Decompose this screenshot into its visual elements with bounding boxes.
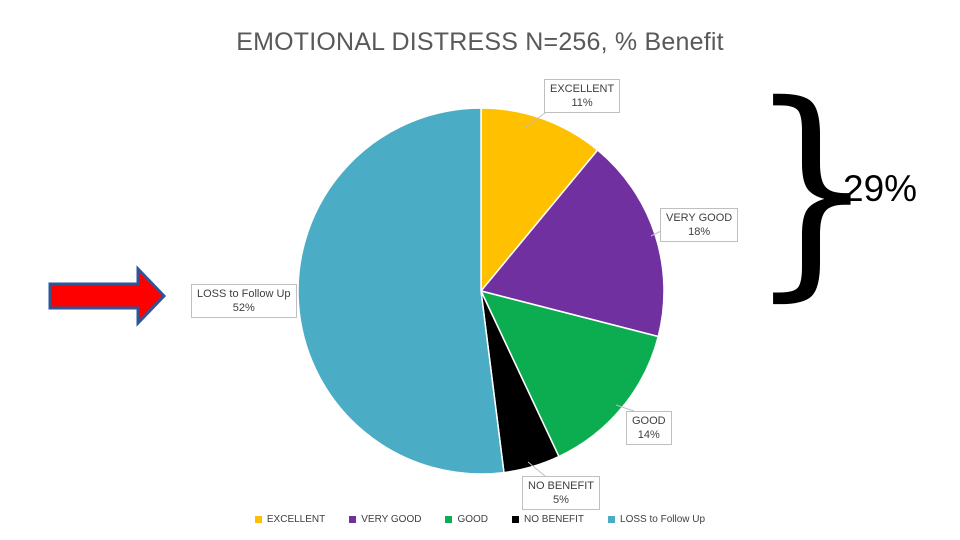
legend-label: VERY GOOD: [361, 514, 422, 525]
callout-leader-line: [615, 404, 635, 412]
data-label-category: EXCELLENT: [550, 83, 615, 95]
legend-swatch-icon: [445, 516, 453, 523]
data-label-category: LOSS to Follow Up: [197, 288, 291, 300]
legend-item-loss-to-follow-up: LOSS to Follow Up: [608, 514, 705, 525]
data-label-very-good: VERY GOOD 18%: [660, 208, 739, 242]
data-label-excellent: EXCELLENT 11%: [544, 79, 621, 113]
page-title: EMOTIONAL DISTRESS N=256, % Benefit: [236, 28, 724, 56]
legend-swatch-icon: [608, 516, 616, 523]
callout-leader-line: [527, 461, 546, 477]
data-label-category: NO BENEFIT: [528, 480, 595, 492]
legend-label: GOOD: [457, 514, 489, 525]
legend-label: NO BENEFIT: [524, 514, 585, 525]
chart-legend: EXCELLENT VERY GOOD GOOD NO BENEFIT LOSS to …: [0, 514, 960, 525]
data-label-value: 5%: [553, 494, 569, 506]
data-label-category: GOOD: [632, 415, 666, 427]
data-label-value: 18%: [688, 226, 711, 238]
legend-swatch-icon: [512, 516, 520, 523]
pie-slice-excellent: [480, 107, 599, 294]
data-label-value: 11%: [571, 97, 593, 109]
red-arrow-icon: [48, 265, 167, 327]
data-label-category: VERY GOOD: [666, 212, 733, 224]
brace-value: 29%: [843, 168, 918, 209]
legend-label: LOSS to Follow Up: [620, 514, 706, 525]
data-label-no-benefit: NO BENEFIT 5%: [522, 476, 601, 510]
legend-label: EXCELLENT: [266, 514, 326, 525]
pie-slice-loss-to-follow-up: [297, 107, 505, 475]
legend-item-no-benefit: NO BENEFIT: [512, 514, 584, 525]
legend-item-good: GOOD: [445, 514, 488, 525]
legend-item-excellent: EXCELLENT: [254, 514, 326, 525]
legend-swatch-icon: [254, 516, 262, 523]
callout-leader-line: [650, 230, 662, 237]
data-label-good: GOOD 14%: [626, 411, 672, 445]
pie-slice-good: [479, 289, 660, 458]
legend-swatch-icon: [349, 516, 357, 523]
brace-icon: }: [748, 55, 876, 321]
data-label-value: 52%: [232, 302, 255, 314]
data-label-loss-to-follow-up: LOSS to Follow Up 52%: [191, 284, 297, 318]
data-label-value: 14%: [637, 429, 660, 441]
legend-item-very-good: VERY GOOD: [349, 514, 421, 525]
